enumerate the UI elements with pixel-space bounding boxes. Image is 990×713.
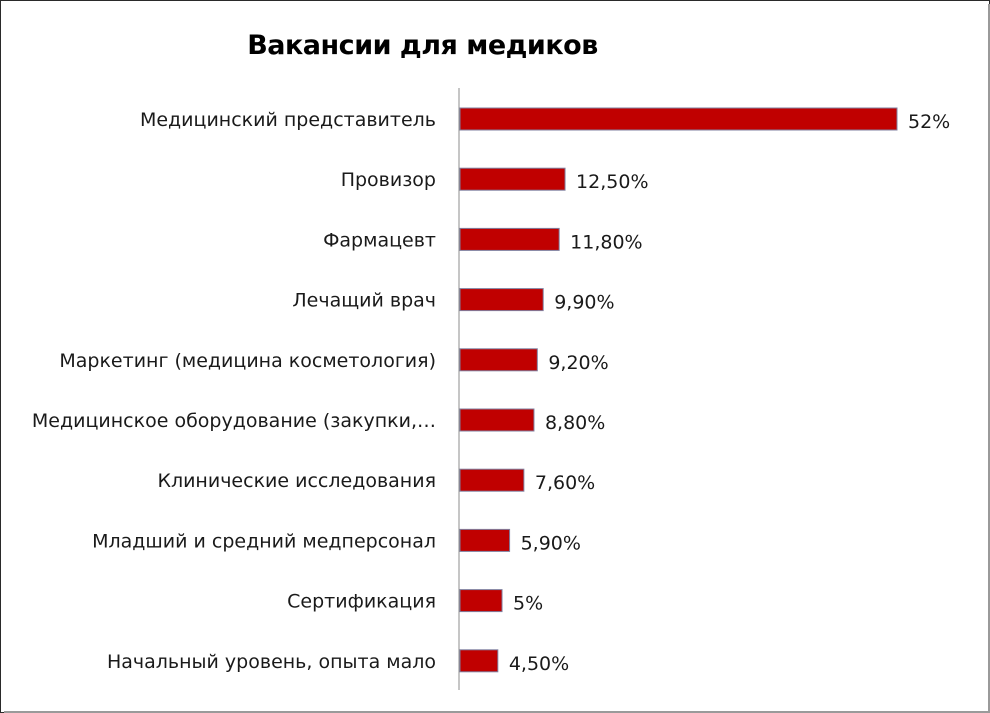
- category-label: Маркетинг (медицина косметология): [59, 350, 436, 372]
- bar: [459, 227, 560, 251]
- data-label: 8,80%: [545, 412, 605, 434]
- category-labels: Медицинский представитель Провизор Фармаце…: [32, 109, 436, 673]
- category-label: Провизор: [341, 169, 436, 191]
- category-label: Клинические исследования: [157, 470, 436, 492]
- bar: [459, 288, 544, 312]
- data-label: 5%: [513, 593, 543, 615]
- category-label: Сертификация: [287, 591, 436, 613]
- bar: [459, 348, 538, 372]
- data-label: 9,90%: [554, 292, 614, 314]
- data-labels: 52% 12,50% 11,80% 9,90% 9,20% 8,80% 7,60% 5,90%…: [509, 111, 950, 675]
- data-label: 5,90%: [521, 532, 581, 554]
- bar: [459, 468, 525, 492]
- data-label: 9,20%: [548, 352, 608, 374]
- bar: [459, 408, 535, 432]
- category-label: Младший и средний медперсонал: [92, 530, 436, 552]
- bar: [459, 589, 503, 613]
- bar: [459, 107, 898, 131]
- frame-shadow-right: [988, 4, 990, 713]
- data-label: 12,50%: [576, 171, 648, 193]
- bar: [459, 167, 566, 191]
- category-label: Фармацевт: [323, 229, 436, 251]
- data-label: 7,60%: [535, 472, 595, 494]
- category-label: Лечащий врач: [292, 290, 436, 312]
- bars-layer: [459, 107, 898, 673]
- bar: [459, 649, 499, 673]
- frame-shadow-bottom: [4, 711, 990, 713]
- chart-title: Вакансии для медиков: [247, 30, 598, 61]
- category-label: Начальный уровень, опыта мало: [107, 651, 436, 673]
- category-label: Медицинское оборудование (закупки,…: [32, 410, 436, 432]
- bar: [459, 528, 511, 552]
- category-label: Медицинский представитель: [140, 109, 436, 131]
- data-label: 4,50%: [509, 653, 569, 675]
- data-label: 11,80%: [570, 231, 642, 253]
- data-label: 52%: [908, 111, 950, 133]
